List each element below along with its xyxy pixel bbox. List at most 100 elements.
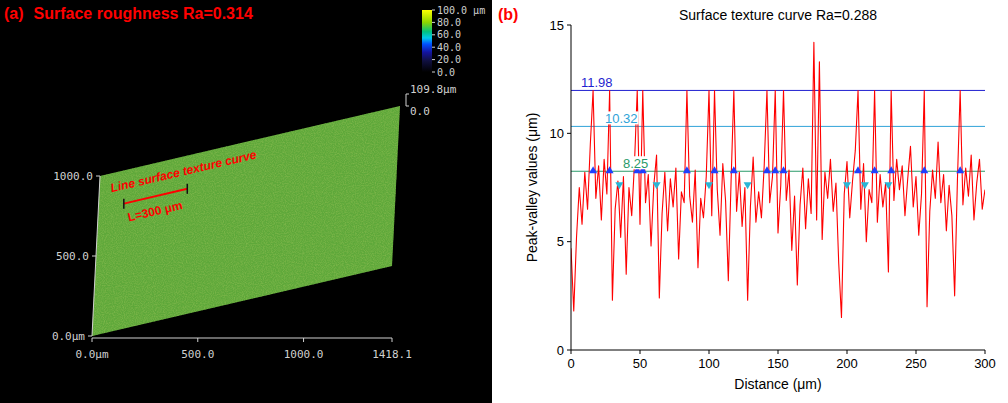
x-axis-line <box>92 338 392 339</box>
annotation: L=300 μm <box>126 198 183 224</box>
annotation: Line surface texture curve <box>109 148 258 196</box>
series-group <box>571 42 985 317</box>
surface <box>92 106 400 336</box>
reference-label: 11.98 <box>581 75 613 90</box>
x-tick-label: 500.0 <box>181 348 214 361</box>
x-tick <box>392 338 393 342</box>
marker <box>763 166 771 173</box>
x-tick <box>985 350 986 354</box>
x-tick <box>778 350 779 354</box>
y-tick-label: 15 <box>550 18 564 33</box>
marker <box>683 166 691 173</box>
marker <box>871 166 879 173</box>
colorbar-tick <box>432 47 435 48</box>
y-tick-label: 10 <box>550 126 564 141</box>
y-tick <box>96 176 100 177</box>
colorbar-tick <box>432 59 435 60</box>
surface-texture <box>92 106 400 336</box>
x-tick <box>916 350 917 354</box>
marker <box>711 166 719 173</box>
y-tick <box>92 256 96 257</box>
x-tick-label: 1000.0 <box>284 348 324 361</box>
x-tick-label: 1418.1 <box>372 348 412 361</box>
marker <box>705 182 713 189</box>
panel-a-background <box>0 0 492 403</box>
panel-title: Surface roughness Ra=0.314 <box>34 5 253 22</box>
colorbar-tick-label: 100.0 μm <box>437 5 485 16</box>
reference-label-group: 10.32 <box>604 111 639 126</box>
x-tick <box>847 350 848 354</box>
y-tick <box>88 336 92 337</box>
marker <box>744 182 752 189</box>
reference-label-group: 11.98 <box>580 75 614 90</box>
chart-title: Surface texture curve Ra=0.288 <box>679 7 877 23</box>
z-tick <box>406 106 409 107</box>
x-tick-label: 300 <box>974 356 996 371</box>
colorbar-tick <box>432 22 435 23</box>
colorbar-tick-label: 20.0 <box>437 54 461 65</box>
z-axis-line <box>406 94 407 106</box>
colorbar-tick <box>432 34 435 35</box>
y-axis-line <box>92 176 100 336</box>
reference-label: 8.25 <box>623 156 648 171</box>
colorbar-tick-label: 40.0 <box>437 42 461 53</box>
marker <box>956 166 964 173</box>
x-tick-label: 250 <box>905 356 927 371</box>
reference-label: 10.32 <box>605 111 638 126</box>
x-tick <box>640 350 641 354</box>
x-tick <box>197 338 198 342</box>
y-tick-label: 500.0 <box>56 250 89 263</box>
colorbar-tick-label: 80.0 <box>437 17 461 28</box>
marker <box>887 166 895 173</box>
x-tick-label: 100 <box>698 356 720 371</box>
y-tick <box>567 133 571 134</box>
segment-end <box>187 184 189 194</box>
reference-label-group: 8.25 <box>622 156 649 171</box>
colorbar <box>422 10 432 72</box>
marker <box>920 166 928 173</box>
y-axis-title: Peak-valley values (μm) <box>524 113 540 263</box>
y-axis-line <box>571 25 572 350</box>
marker <box>589 166 597 173</box>
x-tick <box>571 350 572 354</box>
y-tick <box>567 350 571 351</box>
panel-label: (b) <box>498 6 518 23</box>
y-tick-label: 0 <box>557 343 564 358</box>
y-tick <box>567 25 571 26</box>
marker <box>861 182 869 189</box>
marker <box>780 166 788 173</box>
data-line <box>571 42 985 317</box>
x-tick <box>303 338 304 342</box>
panel-a: (a)Surface roughness Ra=0.3140.0μm500.01… <box>0 0 492 403</box>
segment-end <box>123 199 125 209</box>
y-tick-label: 5 <box>557 234 564 249</box>
marker <box>854 166 862 173</box>
marker <box>606 166 614 173</box>
marker <box>615 182 623 189</box>
x-tick-label: 200 <box>836 356 858 371</box>
z-tick-label: 0.0 <box>410 105 430 118</box>
marker <box>771 166 779 173</box>
y-tick <box>567 241 571 242</box>
x-axis-title: Distance (μm) <box>734 376 821 392</box>
x-tick-label: 0 <box>567 356 574 371</box>
reference-line <box>571 90 985 91</box>
y-tick-label: 1000.0 <box>53 170 93 183</box>
x-tick-label: 50 <box>633 356 647 371</box>
marker <box>843 182 851 189</box>
marker <box>653 182 661 189</box>
x-tick-label: 150 <box>767 356 789 371</box>
colorbar-tick <box>432 10 435 11</box>
colorbar-tick-label: 0.0 <box>437 67 455 78</box>
y-tick-label: 0.0μm <box>52 330 85 343</box>
colorbar-tick <box>432 72 435 73</box>
panel-b: (b) Surface texture curve Ra=0.288 11.98 10… <box>498 6 996 392</box>
x-tick-label: 0.0μm <box>75 348 108 361</box>
z-tick-label: 109.8μm <box>410 83 457 96</box>
marker <box>884 182 892 189</box>
x-tick <box>92 338 93 342</box>
figure: (a)Surface roughness Ra=0.3140.0μm500.01… <box>0 0 1008 403</box>
z-tick <box>406 94 409 95</box>
marker <box>730 166 738 173</box>
x-tick <box>709 350 710 354</box>
